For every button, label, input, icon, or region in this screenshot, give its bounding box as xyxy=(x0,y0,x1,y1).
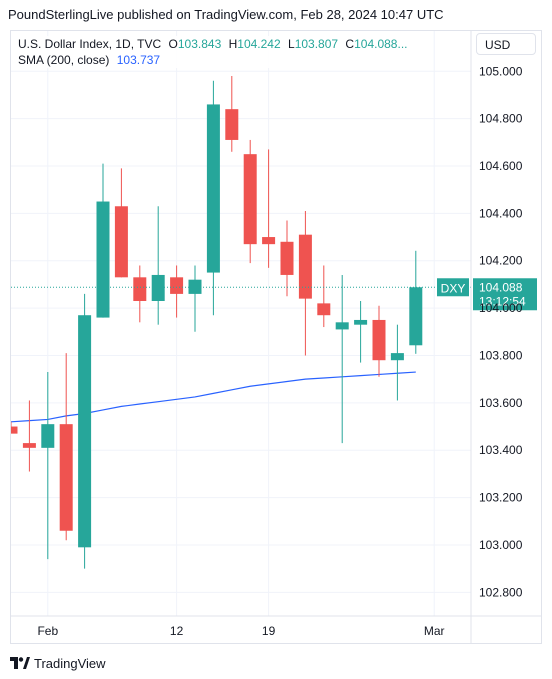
candle-body xyxy=(59,424,73,531)
candle-body xyxy=(11,426,18,434)
candle xyxy=(96,163,110,318)
legend-ohlc-row: U.S. Dollar Index, 1D, TVC O103.843 H104… xyxy=(18,36,408,52)
candle-layer xyxy=(11,76,423,569)
candle xyxy=(41,372,55,560)
candle-body xyxy=(188,279,202,294)
candle-body xyxy=(280,241,294,275)
legend-sma-row: SMA (200, close) 103.737 xyxy=(18,52,408,68)
chart-legend: U.S. Dollar Index, 1D, TVC O103.843 H104… xyxy=(18,36,408,68)
candle xyxy=(170,265,184,318)
legend-open-label: O xyxy=(168,37,178,51)
candle-body xyxy=(354,319,368,325)
legend-open-value: 103.843 xyxy=(177,37,222,51)
time-tick-label: Mar xyxy=(424,624,445,638)
price-tick-label: 103.200 xyxy=(479,491,523,505)
chart-frame[interactable]: DXY 104.088 13:12:54 105.000 104.800 104.600… xyxy=(10,30,542,644)
footer: TradingView xyxy=(10,654,106,672)
candle-body xyxy=(225,109,239,140)
price-tick-label: 105.000 xyxy=(479,64,523,78)
candle-body xyxy=(243,154,257,245)
legend-close-value: 104.088 xyxy=(354,37,398,51)
tradingview-logo-icon xyxy=(10,657,30,669)
candle-body xyxy=(170,277,184,294)
sma-layer xyxy=(11,371,416,423)
candle-body xyxy=(206,104,220,273)
price-tag-value: 104.088 xyxy=(479,280,523,294)
candle xyxy=(133,265,147,323)
price-axis[interactable]: 105.000 104.800 104.600 104.400 104.200 104.0… xyxy=(470,31,523,643)
candle-body xyxy=(262,237,276,245)
candle xyxy=(151,206,165,325)
candle-body xyxy=(133,277,147,301)
legend-symbol: U.S. Dollar Index, 1D, TVC xyxy=(18,37,162,51)
time-tick-label: 12 xyxy=(170,624,184,638)
candle-body xyxy=(22,443,36,448)
candle xyxy=(354,301,368,363)
price-tag-countdown: 13:12:54 xyxy=(479,294,526,308)
candle-body xyxy=(78,315,92,548)
candle-body xyxy=(335,322,349,330)
price-tick-label: 104.400 xyxy=(479,206,523,220)
legend-sma-value: 103.737 xyxy=(116,53,161,67)
currency-button[interactable]: USD xyxy=(476,33,536,55)
candle-body xyxy=(96,201,110,318)
candle xyxy=(206,80,220,316)
candle xyxy=(335,274,349,444)
price-tick-label: 103.800 xyxy=(479,348,523,362)
legend-close-label: C xyxy=(345,37,355,51)
candle-body xyxy=(151,274,165,301)
sma-line xyxy=(11,371,416,423)
currency-label: USD xyxy=(485,38,511,52)
candle-body xyxy=(390,353,404,361)
time-tick-label: 19 xyxy=(262,624,276,638)
price-tick-label: 103.600 xyxy=(479,396,523,410)
candle xyxy=(390,324,404,401)
published-text: PoundSterlingLive published on TradingVi… xyxy=(8,7,444,22)
candle xyxy=(114,168,128,278)
footer-brand: TradingView xyxy=(34,655,106,671)
candle xyxy=(188,265,202,332)
price-tick-label: 103.000 xyxy=(479,538,523,552)
time-axis[interactable]: Feb 12 19 Mar xyxy=(11,615,541,638)
candle xyxy=(372,305,386,377)
candle xyxy=(11,421,18,434)
candle xyxy=(280,220,294,297)
legend-low-value: 103.807 xyxy=(294,37,339,51)
candle-body xyxy=(298,234,312,299)
candle-body xyxy=(114,206,128,278)
candle-body xyxy=(372,319,386,361)
legend-low-label: L xyxy=(288,37,295,51)
symbol-tag-label: DXY xyxy=(441,281,466,295)
legend-ellipsis: ... xyxy=(397,37,408,51)
legend-high-label: H xyxy=(228,37,238,51)
candle xyxy=(317,265,331,328)
symbol-tag-bg xyxy=(437,278,469,297)
price-tick-label: 104.000 xyxy=(479,301,523,315)
candle xyxy=(59,353,73,541)
price-tick-label: 103.400 xyxy=(479,443,523,457)
price-tick-label: 104.600 xyxy=(479,159,523,173)
price-tick-label: 104.800 xyxy=(479,112,523,126)
price-tag-bg xyxy=(473,278,537,311)
candle-body xyxy=(317,303,331,316)
legend-sma-label: SMA (200, close) xyxy=(18,53,110,67)
price-tick-label: 104.200 xyxy=(479,254,523,268)
candle xyxy=(22,400,36,472)
legend-high-value: 104.242 xyxy=(237,37,281,51)
candle xyxy=(78,293,92,569)
time-tick-label: Feb xyxy=(37,624,58,638)
candle xyxy=(262,149,276,268)
candle xyxy=(298,211,312,356)
candle-body xyxy=(409,287,423,346)
candle xyxy=(409,250,423,354)
candle xyxy=(225,76,239,152)
price-tick-label: 102.800 xyxy=(479,585,523,599)
candle xyxy=(243,139,257,264)
published-header: PoundSterlingLive published on TradingVi… xyxy=(0,0,552,30)
candle-body xyxy=(41,424,55,448)
